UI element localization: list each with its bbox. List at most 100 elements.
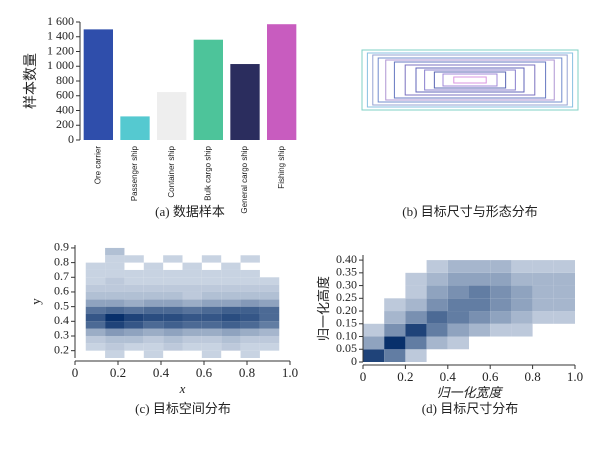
- heat-cell: [532, 272, 554, 286]
- heat-cell: [183, 248, 202, 255]
- x-tick-label: 1.0: [282, 365, 298, 380]
- heat-cell: [260, 270, 279, 277]
- y-axis-label: 归一化高度: [316, 276, 331, 341]
- heat-cell: [363, 323, 385, 337]
- heat-cell: [384, 311, 406, 324]
- heat-cell: [163, 321, 183, 329]
- heat-cell: [182, 299, 202, 307]
- heat-cell: [201, 284, 222, 292]
- box-outline: [366, 52, 574, 108]
- y-tick-label: 0: [351, 354, 357, 368]
- heat-cell: [124, 263, 143, 270]
- heat-cell: [85, 328, 106, 336]
- heat-cell: [143, 284, 164, 292]
- heat-cell: [553, 260, 575, 273]
- heat-cell: [124, 306, 144, 314]
- heat-cell: [143, 262, 164, 270]
- heat-cell: [260, 248, 279, 255]
- heat-cell: [490, 285, 512, 299]
- y-tick-label: 0.8: [54, 254, 69, 268]
- y-tick-label: 0.15: [336, 316, 357, 330]
- y-axis-label: y: [28, 298, 43, 305]
- heat-cell: [85, 313, 106, 322]
- heat-cell: [201, 291, 222, 300]
- heat-cell: [511, 285, 533, 299]
- heat-cell: [221, 313, 241, 322]
- heat-cell: [124, 269, 144, 278]
- heat-cell: [384, 323, 406, 337]
- heat-cell: [144, 255, 163, 262]
- y-tick-label: 0.7: [54, 269, 69, 283]
- heat-cell: [201, 350, 222, 358]
- y-axis-label: 样本数量: [23, 53, 39, 109]
- x-tick-label: 1.0: [567, 369, 583, 384]
- heat-cell: [511, 323, 533, 337]
- heat-cell: [201, 299, 222, 307]
- heat-cell: [240, 328, 260, 336]
- heat-cell: [124, 351, 143, 358]
- heat-cell: [259, 299, 280, 307]
- heat-cell: [260, 351, 279, 358]
- heat-cell: [259, 284, 280, 292]
- x-tick-label: 0.6: [482, 369, 499, 384]
- heat-cell: [363, 336, 385, 350]
- heat-cell: [201, 343, 222, 351]
- x-axis-label: x: [179, 381, 186, 396]
- x-tick-label: 0.8: [524, 369, 540, 384]
- x-tick-label: 0.2: [397, 369, 413, 384]
- heat-cell: [447, 298, 469, 312]
- bar: [267, 24, 297, 140]
- heat-cell: [240, 277, 260, 285]
- heat-cell: [201, 328, 222, 336]
- heat-cell: [553, 298, 575, 312]
- heat-cell: [124, 328, 144, 336]
- heat-cell: [124, 321, 144, 329]
- heat-cell: [163, 306, 183, 314]
- x-tick-label: Bulk cargo ship: [203, 145, 212, 200]
- heat-cell: [182, 343, 202, 351]
- heat-cell: [533, 337, 554, 350]
- heat-cell: [426, 323, 448, 337]
- heat-cell: [240, 350, 260, 358]
- heat-cell: [163, 263, 182, 270]
- heat-cell: [469, 298, 491, 312]
- heat-cell: [259, 313, 280, 322]
- heat-cell: [384, 349, 406, 362]
- heat-cell: [240, 284, 260, 292]
- heat-cell: [447, 336, 469, 350]
- heat-cell: [124, 284, 144, 292]
- heat-cell: [447, 260, 469, 273]
- heat-cell: [163, 255, 183, 263]
- heat-cell: [241, 248, 260, 255]
- heat-cell: [221, 269, 241, 278]
- heat-cell: [124, 299, 144, 307]
- heat-cell: [182, 277, 202, 285]
- heat-cell: [554, 324, 575, 337]
- heat-cell: [143, 313, 164, 322]
- heat-cell: [490, 272, 512, 286]
- heat-cell: [221, 284, 241, 292]
- heat-cell: [105, 306, 125, 314]
- heat-cell: [532, 311, 554, 324]
- x-tick-label: 0: [360, 369, 367, 384]
- heat-cell: [85, 343, 106, 351]
- y-tick-label: 0.40: [336, 252, 357, 266]
- heat-cell: [221, 306, 241, 314]
- heat-cell: [105, 277, 125, 285]
- heat-cell: [490, 337, 511, 350]
- heat-cell: [405, 272, 427, 286]
- heat-cell: [182, 313, 202, 322]
- box-outline: [424, 69, 516, 91]
- heat-cell: [384, 286, 405, 299]
- y-tick-label: 0: [68, 132, 74, 146]
- heat-cell: [201, 321, 222, 329]
- heat-cell: [201, 269, 222, 278]
- x-tick-label: 0.8: [239, 365, 255, 380]
- heat-cell: [221, 291, 241, 300]
- y-tick-label: 0.4: [54, 313, 69, 327]
- heat-cell: [105, 335, 125, 344]
- x-tick-label: General cargo ship: [240, 145, 249, 213]
- heat-cell: [363, 298, 384, 311]
- heat-cell: [105, 291, 125, 300]
